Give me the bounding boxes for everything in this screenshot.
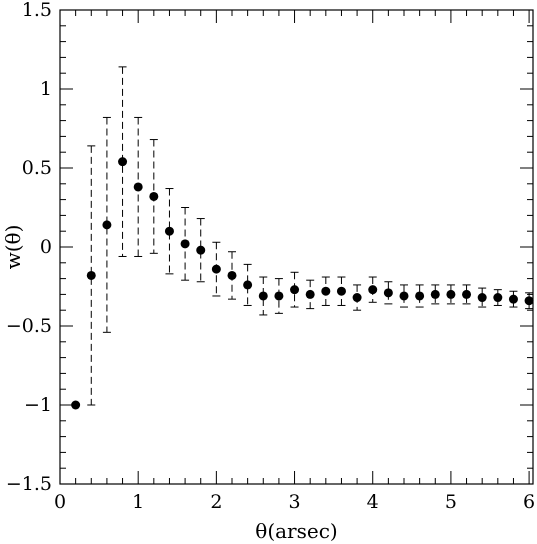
y-tick-label: 0 bbox=[40, 236, 52, 258]
tick-layer bbox=[59, 9, 533, 485]
data-point bbox=[102, 220, 112, 230]
y-tick-label: −0.5 bbox=[6, 315, 52, 337]
data-point bbox=[133, 182, 143, 192]
data-point bbox=[321, 286, 331, 296]
data-point bbox=[368, 285, 378, 295]
data-point bbox=[227, 270, 237, 280]
data-point bbox=[71, 400, 81, 410]
data-point bbox=[493, 293, 503, 303]
x-axis-label: θ(arsec) bbox=[255, 519, 337, 543]
data-point bbox=[446, 289, 456, 299]
data-point bbox=[258, 291, 268, 301]
data-point bbox=[118, 157, 128, 167]
data-point bbox=[415, 291, 425, 301]
y-tick-label: −1.5 bbox=[6, 473, 52, 495]
data-point bbox=[477, 293, 487, 303]
x-tick-labels: 0 1 2 3 4 5 6 bbox=[54, 491, 535, 513]
y-tick-labels: −1.5 −1 −0.5 0 0.5 1 1.5 bbox=[6, 0, 52, 495]
data-point bbox=[196, 245, 206, 255]
data-point bbox=[305, 289, 315, 299]
plot-frame bbox=[59, 9, 534, 485]
data-point bbox=[524, 296, 534, 306]
y-tick-label: −1 bbox=[24, 394, 52, 416]
data-point bbox=[290, 285, 300, 295]
data-point bbox=[149, 191, 159, 201]
data-point bbox=[274, 291, 284, 301]
data-point bbox=[383, 288, 393, 298]
data-point bbox=[164, 226, 174, 236]
x-tick-label: 5 bbox=[445, 491, 457, 513]
data-point bbox=[86, 270, 96, 280]
data-point bbox=[211, 264, 221, 274]
x-tick-label: 4 bbox=[367, 491, 379, 513]
x-tick-label: 6 bbox=[523, 491, 535, 513]
data-point bbox=[462, 289, 472, 299]
data-point bbox=[243, 280, 253, 290]
x-tick-label: 0 bbox=[54, 491, 66, 513]
data-point bbox=[399, 291, 409, 301]
y-axis-label: w(θ) bbox=[1, 225, 25, 270]
x-tick-label: 2 bbox=[210, 491, 222, 513]
data-point-layer bbox=[71, 157, 534, 410]
errorbar-layer bbox=[87, 66, 534, 406]
x-tick-label: 3 bbox=[288, 491, 300, 513]
x-tick-label: 1 bbox=[132, 491, 144, 513]
y-tick-label: 1 bbox=[40, 78, 52, 100]
data-point bbox=[430, 289, 440, 299]
data-point bbox=[352, 293, 362, 303]
y-tick-label: 0.5 bbox=[22, 157, 52, 179]
data-point bbox=[180, 239, 190, 249]
data-point bbox=[336, 286, 346, 296]
y-tick-label: 1.5 bbox=[22, 0, 52, 21]
data-point bbox=[508, 294, 518, 304]
